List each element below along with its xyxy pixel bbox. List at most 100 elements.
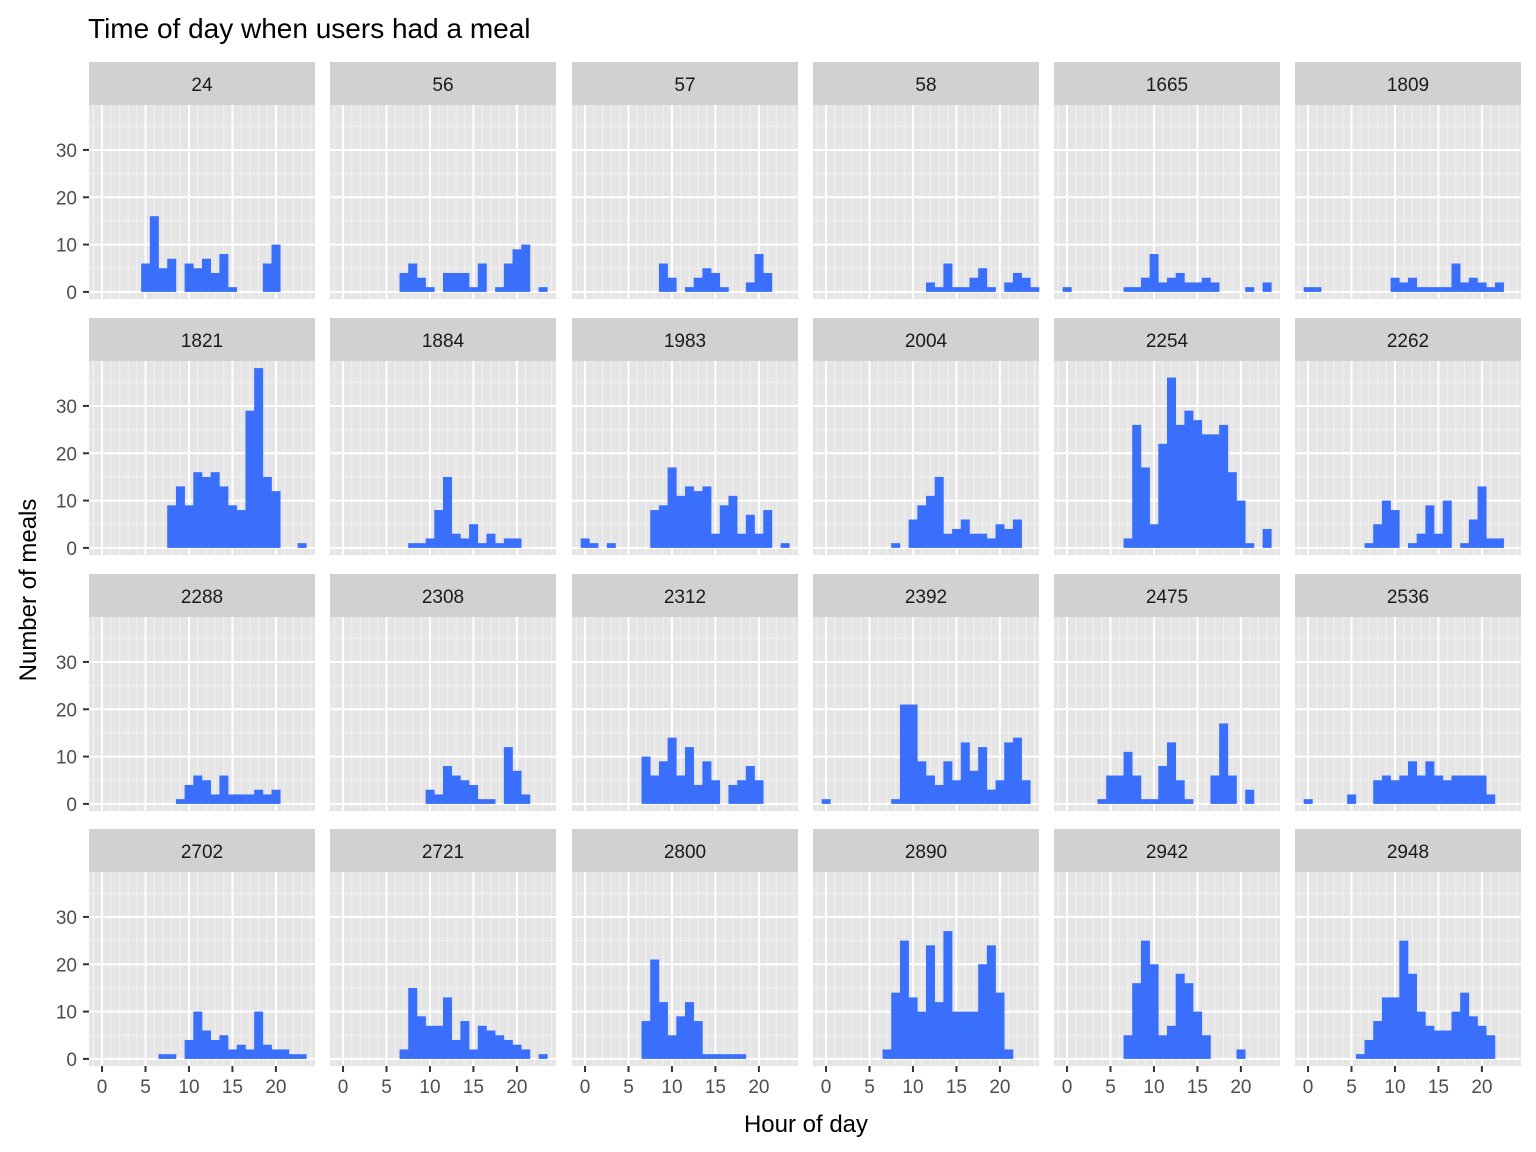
facet-strip [572, 318, 798, 361]
histogram-bar [175, 799, 185, 804]
facet-panel-2890: 2890 0 5 10 15 20 [813, 829, 1039, 1098]
histogram-bar [1408, 543, 1417, 548]
histogram-bar [228, 505, 238, 548]
histogram-bar [477, 543, 487, 548]
histogram-bar [1193, 282, 1203, 292]
histogram-bar [1021, 277, 1031, 292]
histogram-bar [1004, 742, 1014, 804]
histogram-bar [271, 789, 281, 804]
x-tick-label: 10 [1384, 1077, 1405, 1098]
histogram-bar [1494, 282, 1504, 292]
histogram-bar [1210, 775, 1220, 804]
histogram-bar [891, 992, 901, 1059]
histogram-bar [416, 1016, 426, 1059]
histogram-bar [693, 1021, 703, 1059]
y-tick-label: 0 [66, 283, 77, 304]
histogram-bar [1364, 1039, 1374, 1059]
histogram-bar [934, 784, 944, 804]
histogram-bar [1451, 1011, 1461, 1059]
histogram-bar [425, 287, 435, 292]
histogram-bar [1193, 420, 1203, 548]
histogram-bar [141, 263, 151, 292]
histogram-bar [1158, 282, 1168, 292]
x-tick-label: 0 [1303, 1077, 1314, 1098]
histogram-bar [425, 789, 435, 804]
histogram-bar [245, 1049, 255, 1059]
histogram-bar [1175, 780, 1185, 804]
histogram-bar [1442, 500, 1452, 548]
histogram-bar [899, 940, 909, 1059]
histogram-bar [1245, 543, 1255, 548]
histogram-bar [685, 287, 694, 292]
x-tick-label: 15 [705, 1077, 726, 1098]
histogram-bar [1236, 500, 1246, 548]
facet-strip-label: 2702 [181, 842, 223, 863]
histogram-bar [451, 533, 461, 548]
histogram-bar [1373, 524, 1383, 548]
x-tick-label: 20 [506, 1077, 527, 1098]
histogram-bar [512, 538, 522, 548]
facet-strip-label: 2288 [181, 587, 223, 608]
histogram-bar [503, 263, 513, 292]
histogram-bar [1477, 1025, 1487, 1059]
histogram-bar [1140, 277, 1150, 292]
x-tick-label: 5 [140, 1077, 151, 1098]
histogram-bar [1312, 287, 1322, 292]
histogram-bar [495, 543, 505, 548]
histogram-bar [202, 476, 211, 548]
histogram-bar [521, 794, 531, 804]
histogram-bar [245, 410, 255, 548]
histogram-bar [1262, 282, 1272, 292]
facet-panel-2942: 2942 0 5 10 15 20 [1054, 829, 1280, 1098]
facet-panel-2800: 2800 0 5 10 15 20 [572, 829, 798, 1098]
histogram-bar [978, 533, 988, 548]
histogram-bar [288, 1054, 298, 1059]
x-tick-label: 20 [265, 1077, 286, 1098]
histogram-bar [297, 1054, 307, 1059]
facet-strip-label: 2392 [905, 587, 947, 608]
histogram-bar [908, 519, 918, 548]
histogram-bar [693, 491, 703, 548]
histogram-bar [1442, 1030, 1452, 1059]
histogram-bar [167, 258, 177, 292]
x-tick-label: 5 [623, 1077, 634, 1098]
histogram-bar [1123, 1035, 1133, 1059]
histogram-bar [1201, 277, 1211, 292]
histogram-bar [667, 467, 677, 548]
facet-strip [89, 62, 315, 105]
facet-panel-2702: 2702 0 10 20 30 0 5 10 15 20 [56, 829, 315, 1098]
histogram-bar [451, 1039, 461, 1059]
histogram-bar [202, 1030, 211, 1059]
histogram-bar [650, 959, 660, 1059]
histogram-bar [425, 1025, 435, 1059]
histogram-bar [254, 1011, 264, 1059]
histogram-bar [262, 794, 272, 804]
facet-panel-24: 24 0 10 20 30 [56, 62, 315, 304]
histogram-bar [1123, 287, 1133, 292]
histogram-bar [754, 533, 764, 548]
x-tick-label: 5 [1346, 1077, 1357, 1098]
histogram-bar [926, 945, 935, 1059]
histogram-bar [1451, 263, 1461, 292]
histogram-bar [969, 533, 979, 548]
histogram-bar [1158, 766, 1168, 804]
x-tick-label: 15 [222, 1077, 243, 1098]
histogram-bar [262, 476, 272, 548]
histogram-bar [416, 277, 426, 292]
histogram-bar [486, 799, 496, 804]
histogram-bar [521, 1049, 531, 1059]
histogram-bar [641, 1021, 651, 1059]
histogram-bar [1184, 799, 1194, 804]
histogram-bar [719, 505, 729, 548]
histogram-bar [1132, 287, 1142, 292]
histogram-bar [1442, 287, 1452, 292]
histogram-bar [460, 272, 470, 292]
histogram-bar [589, 543, 599, 548]
panel-background [1054, 105, 1280, 299]
panel-background [1295, 361, 1521, 555]
y-axis-title: Number of meals [15, 499, 42, 682]
y-tick-label: 0 [66, 1050, 77, 1071]
histogram-bar [685, 747, 694, 804]
x-tick-label: 0 [1062, 1077, 1073, 1098]
